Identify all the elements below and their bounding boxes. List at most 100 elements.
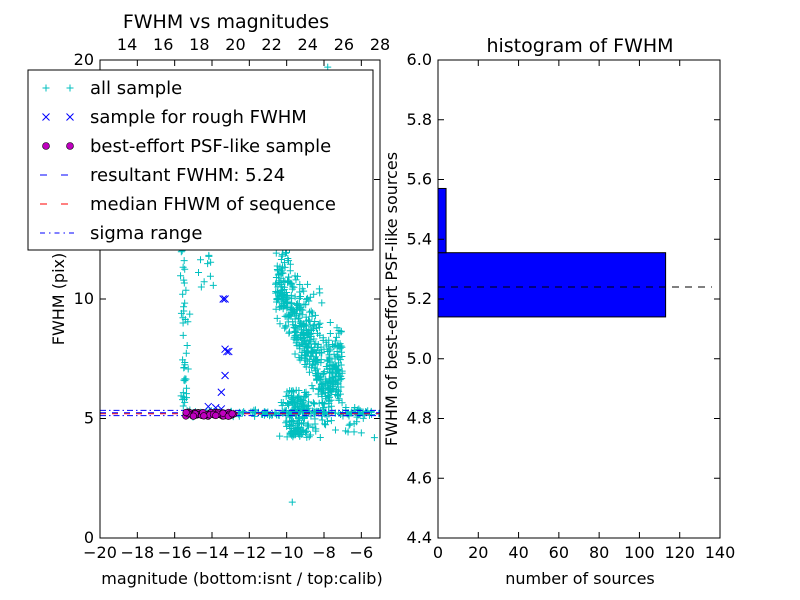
all-sample-point	[299, 340, 307, 348]
all-sample-point	[299, 328, 307, 336]
legend-entry-label: sample for rough FWHM	[90, 107, 307, 128]
all-sample-point	[305, 308, 313, 316]
all-sample-point	[299, 396, 307, 404]
all-sample-point	[283, 433, 291, 441]
all-sample-point	[180, 307, 188, 315]
all-sample-point	[301, 392, 309, 400]
all-sample-point	[293, 305, 301, 313]
all-sample-point	[311, 317, 319, 325]
all-sample-point	[305, 433, 313, 441]
all-sample-point	[291, 350, 299, 358]
histogram-y-tick-label: 5.2	[407, 289, 432, 308]
all-sample-point	[324, 383, 332, 391]
all-sample-point	[240, 408, 248, 416]
psf-sample-point	[182, 408, 190, 417]
all-sample-point	[286, 411, 294, 419]
scatter-ylabel: FWHM (pix)	[49, 253, 68, 346]
all-sample-point	[285, 391, 293, 399]
psf-sample-point	[200, 412, 208, 420]
all-sample-point	[297, 293, 305, 301]
legend-circle-marker	[66, 142, 74, 150]
all-sample-point	[342, 403, 350, 411]
scatter-panel: FWHM vs magnitudes 14 16 18 20 22 24 26 28 −20−…	[27, 11, 390, 588]
scatter-x-tick-label: −10	[270, 543, 304, 562]
all-sample-point	[331, 355, 339, 363]
all-sample-point	[299, 406, 307, 414]
psf-sample-point	[228, 410, 236, 418]
all-sample-point	[319, 405, 327, 413]
all-sample-point	[280, 259, 288, 267]
all-sample-point	[342, 427, 350, 435]
all-sample-point	[312, 353, 320, 361]
rough-sample-point	[223, 347, 231, 356]
all-sample-point	[313, 344, 321, 352]
all-sample-point	[281, 324, 289, 332]
scatter-x-tick-label: −8	[312, 543, 336, 562]
scatter-top-tick-label: 16	[153, 35, 173, 54]
all-sample-point	[293, 306, 301, 314]
legend-plus-marker	[42, 84, 50, 92]
all-sample-point	[289, 387, 297, 395]
all-sample-point	[200, 278, 208, 286]
all-sample-point	[309, 399, 317, 407]
all-sample-point	[273, 298, 281, 306]
legend-circle-marker	[42, 142, 50, 150]
scatter-xlabel: magnitude (bottom:isnt / top:calib)	[101, 569, 382, 588]
scatter-top-tick-label: 22	[261, 35, 281, 54]
all-sample-point	[177, 272, 185, 280]
all-sample-point	[293, 397, 301, 405]
all-sample-point	[309, 323, 317, 331]
all-sample-point	[323, 412, 331, 420]
all-sample-point	[321, 420, 329, 428]
all-sample-point	[350, 428, 358, 436]
all-sample-point	[310, 322, 318, 330]
all-sample-point	[325, 336, 333, 344]
all-sample-point	[319, 334, 327, 342]
all-sample-point	[335, 343, 343, 351]
all-sample-point	[319, 404, 327, 412]
all-sample-point	[359, 414, 367, 422]
all-sample-point	[330, 350, 338, 358]
all-sample-point	[294, 335, 302, 343]
all-sample-point	[310, 335, 318, 343]
histogram-x-tick-label: 0	[433, 543, 443, 562]
histogram-x-tick-label: 60	[549, 543, 569, 562]
all-sample-point	[290, 428, 298, 436]
all-sample-point	[291, 312, 299, 320]
scatter-top-tick-label: 18	[189, 35, 209, 54]
all-sample-point	[289, 394, 297, 402]
rough-sample-point	[217, 388, 226, 397]
all-sample-point	[285, 257, 293, 265]
scatter-top-tick-label: 24	[298, 35, 318, 54]
all-sample-point	[205, 252, 213, 260]
all-sample-point	[292, 403, 300, 411]
all-sample-point	[302, 295, 310, 303]
histogram-y-tick-label: 4.6	[407, 468, 432, 487]
scatter-legend: all sample sample for rough FWHM best-effo…	[27, 69, 374, 251]
all-sample-point	[206, 272, 214, 280]
all-sample-point	[351, 403, 359, 411]
all-sample-point	[334, 359, 342, 367]
rough-sample-point	[204, 402, 213, 411]
all-sample-point	[325, 353, 333, 361]
histogram-marks	[438, 187, 712, 318]
all-sample-point	[300, 348, 308, 356]
all-sample-point	[334, 379, 342, 387]
histogram-y-tick-label: 5.4	[407, 229, 432, 248]
all-sample-point	[283, 388, 291, 396]
all-sample-point	[306, 330, 314, 338]
scatter-top-tick-label: 26	[334, 35, 354, 54]
all-sample-point	[184, 365, 192, 373]
all-sample-point	[303, 358, 311, 366]
all-sample-point	[310, 400, 318, 408]
all-sample-point	[331, 426, 339, 434]
all-sample-point	[181, 375, 189, 383]
all-sample-point	[274, 271, 282, 279]
all-sample-point	[328, 373, 336, 381]
all-sample-point	[183, 342, 191, 350]
all-sample-point	[179, 290, 187, 298]
all-sample-point	[291, 431, 299, 439]
all-sample-point	[287, 398, 295, 406]
all-sample-point	[296, 356, 304, 364]
